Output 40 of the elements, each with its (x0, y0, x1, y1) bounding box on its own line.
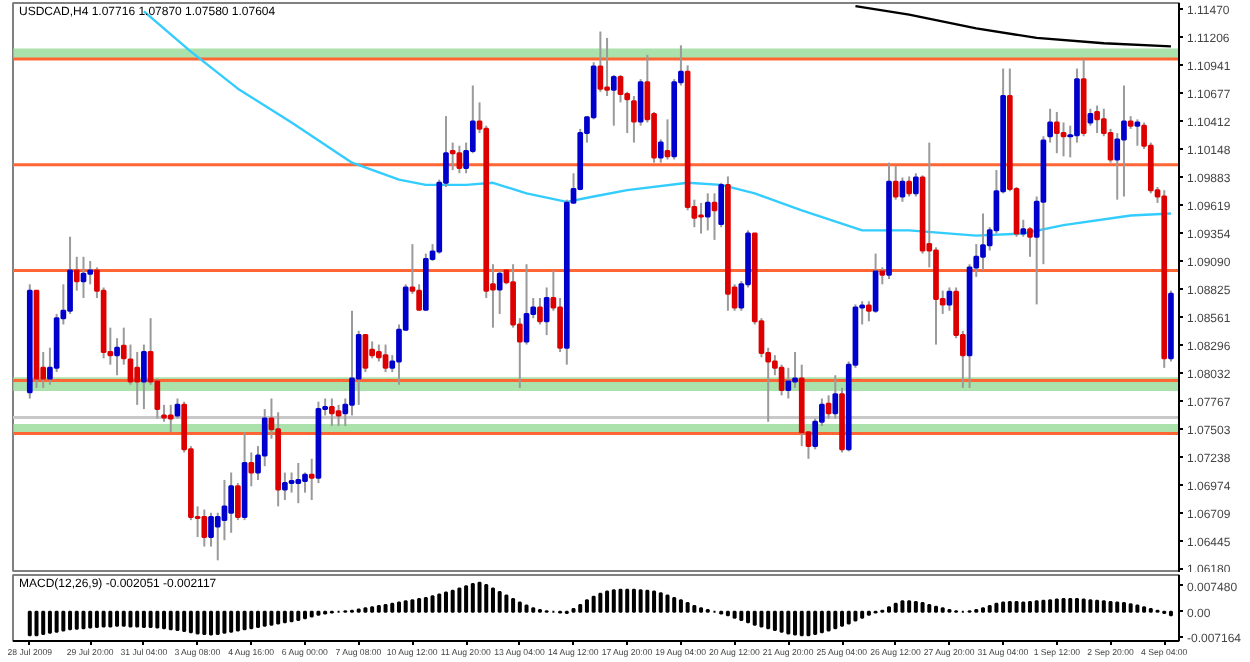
candlestick (631, 95, 637, 144)
candlestick (1053, 110, 1060, 155)
candlestick (335, 403, 342, 428)
candlestick (866, 300, 872, 323)
candlestick (362, 334, 369, 374)
candlestick (778, 363, 785, 397)
candlestick (201, 508, 208, 548)
candlestick (604, 36, 610, 98)
candlestick (329, 397, 335, 428)
candlestick (698, 201, 704, 235)
candlestick (1121, 84, 1127, 198)
candlestick (295, 462, 302, 505)
candlestick (597, 30, 604, 93)
candlestick (288, 471, 295, 494)
candlestick (892, 164, 899, 201)
candlestick (913, 172, 919, 198)
line-series (142, 10, 1173, 237)
candlestick (899, 176, 906, 203)
candlestick (282, 471, 288, 502)
line-series (854, 4, 1173, 48)
candlestick (167, 403, 174, 434)
candlestick (73, 255, 80, 292)
candlestick (228, 471, 235, 534)
candlestick (141, 343, 147, 411)
candlestick (906, 175, 912, 198)
candlestick (382, 343, 389, 374)
candlestick (704, 192, 711, 232)
candlestick (832, 374, 839, 420)
candlestick (308, 457, 315, 502)
candlestick (248, 451, 255, 488)
candlestick (1027, 226, 1033, 258)
candlestick (134, 350, 141, 406)
candlestick (711, 192, 718, 241)
candlestick (537, 297, 543, 326)
candlestick (456, 144, 463, 175)
candlestick (980, 212, 986, 272)
candlestick (1134, 118, 1141, 147)
candlestick (80, 255, 87, 300)
candlestick (1094, 104, 1100, 135)
candlestick (664, 118, 671, 161)
